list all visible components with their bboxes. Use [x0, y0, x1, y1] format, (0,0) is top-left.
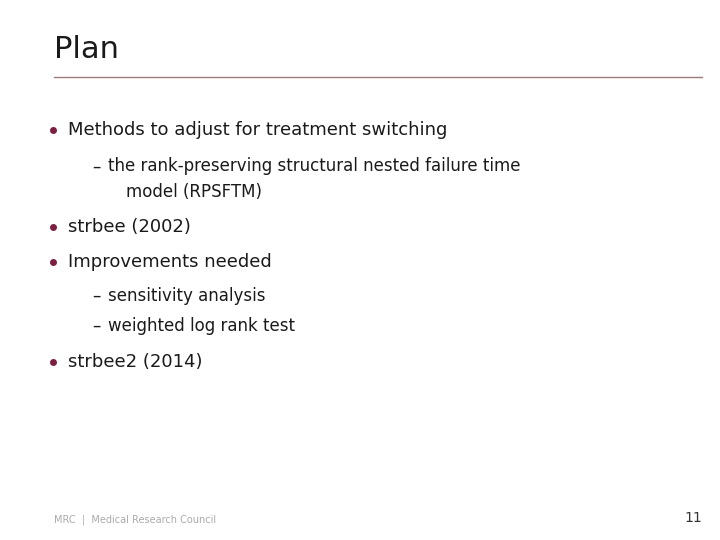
Text: strbee2 (2014): strbee2 (2014)	[68, 353, 203, 371]
Text: –: –	[92, 157, 101, 176]
Text: Methods to adjust for treatment switching: Methods to adjust for treatment switchin…	[68, 120, 448, 139]
Text: strbee (2002): strbee (2002)	[68, 218, 192, 236]
Text: weighted log rank test: weighted log rank test	[108, 317, 295, 335]
Text: Plan: Plan	[54, 35, 119, 64]
Text: model (RPSFTM): model (RPSFTM)	[126, 183, 262, 201]
Text: sensitivity analysis: sensitivity analysis	[108, 287, 266, 305]
Text: 11: 11	[684, 511, 702, 525]
Text: MRC  |  Medical Research Council: MRC | Medical Research Council	[54, 515, 216, 525]
Text: the rank-preserving structural nested failure time: the rank-preserving structural nested fa…	[108, 157, 521, 176]
Text: –: –	[92, 287, 101, 305]
Text: –: –	[92, 317, 101, 335]
Text: Improvements needed: Improvements needed	[68, 253, 272, 272]
